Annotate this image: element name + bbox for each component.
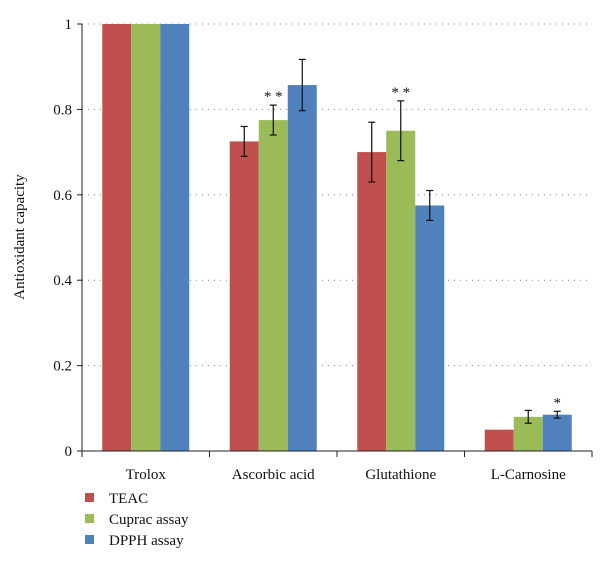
- bar: [287, 85, 317, 451]
- bar: [160, 24, 190, 451]
- bar: [386, 130, 416, 451]
- bar: [542, 414, 572, 451]
- category-label: L-Carnosine: [491, 467, 566, 483]
- axes: 0 0.2 0.4 0.6 0.8 1 Trolox Ascorbic acid Glutath…: [53, 17, 593, 483]
- y-tick-label: 0.4: [53, 273, 72, 289]
- legend-label: TEAC: [109, 491, 148, 507]
- category-label: Glutathione: [365, 467, 436, 483]
- y-tick-label: 0.6: [53, 188, 72, 204]
- bar: [102, 24, 132, 451]
- category-label: Trolox: [126, 467, 167, 483]
- legend-label: DPPH assay: [109, 533, 184, 549]
- y-tick-label: 0.8: [53, 102, 72, 118]
- y-tick-label: 1: [65, 17, 73, 33]
- y-tick-label: 0.2: [53, 359, 72, 375]
- y-tick-label: 0: [65, 444, 73, 460]
- bar: [484, 429, 514, 451]
- error-bars: [240, 58, 561, 424]
- bar: [357, 152, 387, 451]
- bar: [258, 120, 288, 451]
- legend: TEAC Cuprac assay DPPH assay: [85, 491, 189, 549]
- legend-swatch: [85, 493, 94, 502]
- bars: [102, 24, 572, 452]
- bar: [415, 205, 445, 451]
- y-axis-label: Antioxidant capacity: [12, 174, 28, 300]
- legend-swatch: [85, 535, 94, 544]
- significance-annotation: * *: [264, 89, 283, 105]
- legend-label: Cuprac assay: [109, 512, 189, 528]
- category-label: Ascorbic acid: [232, 467, 315, 483]
- significance-annotation: *: [554, 395, 562, 411]
- significance-annotation: * *: [391, 85, 410, 101]
- annotations: * * * * *: [264, 85, 561, 411]
- bar: [131, 24, 161, 451]
- legend-swatch: [85, 514, 94, 523]
- bar: [229, 141, 259, 452]
